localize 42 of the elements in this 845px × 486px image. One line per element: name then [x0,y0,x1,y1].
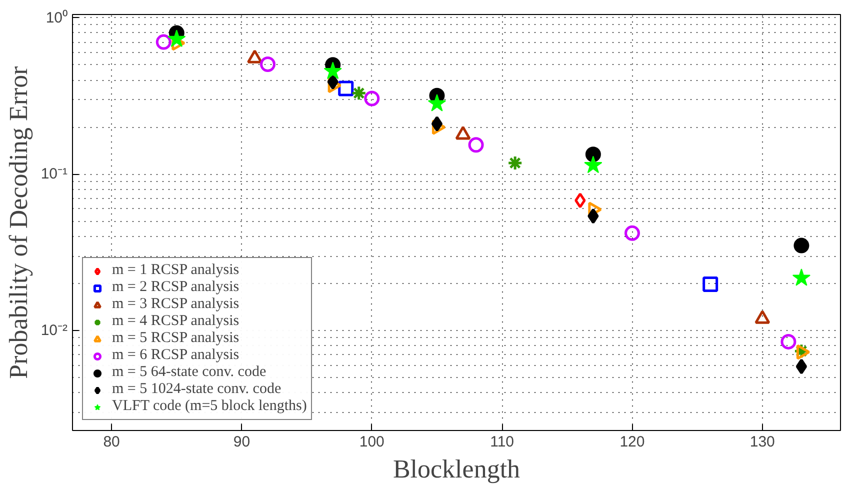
x-tick-label: 100 [359,434,384,450]
y-tick-label: 10⁻¹ [40,166,68,183]
x-tick-label: 80 [103,434,120,450]
legend-label: m = 5 RCSP analysis [112,330,240,347]
point [156,34,172,50]
point [624,225,640,241]
point [794,238,810,254]
point [260,56,276,72]
legend-label: m = 4 RCSP analysis [112,313,240,330]
point [364,90,380,106]
legend-label: VLFT code (m=5 block lengths) [112,398,307,415]
legend-label: m = 2 RCSP analysis [112,279,240,296]
point [351,85,367,101]
y-axis-title: Probability of Decoding Error [4,66,33,379]
point [327,74,338,90]
point [431,116,443,132]
point [507,155,523,171]
y-tick-label: 10⁻² [40,322,68,340]
legend-label: m = 1 RCSP analysis [112,262,240,279]
point [585,146,601,162]
y-tick-label: 10⁰ [46,9,68,26]
x-tick-label: 90 [233,434,250,450]
legend-label: m = 6 RCSP analysis [112,347,240,364]
point [796,358,808,374]
point [324,62,342,80]
point [792,268,811,286]
x-tick-label: 120 [620,434,645,450]
point [584,156,602,174]
point [780,334,796,350]
legend-label: m = 5 64-state conv. code [112,364,266,381]
point [468,137,484,153]
x-axis-title: Blocklength [392,454,520,484]
point [338,80,354,96]
x-tick-label: 110 [490,434,514,450]
point [168,30,186,47]
point [702,276,718,292]
point [428,94,446,112]
point [588,208,599,224]
legend-label: m = 3 RCSP analysis [112,296,240,313]
x-tick-label: 130 [750,434,775,450]
legend-label: m = 5 1024-state conv. code [112,381,282,398]
point [574,192,586,208]
